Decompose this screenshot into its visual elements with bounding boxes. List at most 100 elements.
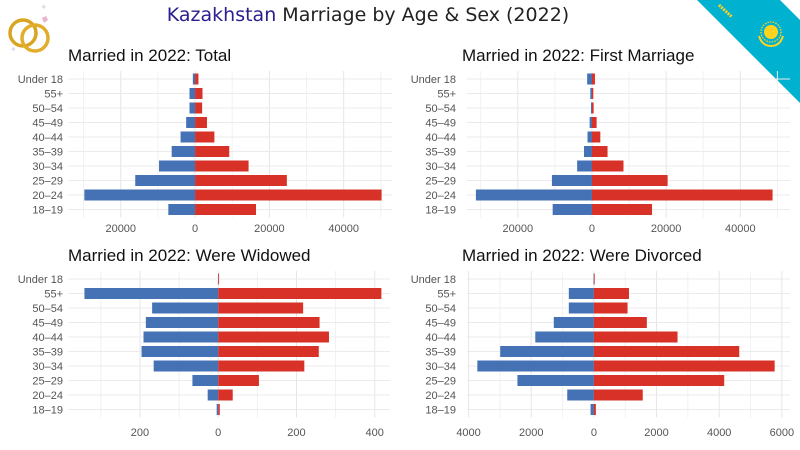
- category-label: 45–49: [425, 118, 456, 130]
- bar-left: [189, 102, 196, 114]
- bar-left: [535, 331, 594, 343]
- bar-left: [135, 175, 196, 186]
- bar-right: [591, 146, 608, 157]
- bar-left: [568, 302, 594, 314]
- category-label: 40–44: [425, 332, 456, 344]
- category-label: Under 18: [18, 274, 63, 286]
- bar-left: [553, 317, 594, 328]
- category-label: 35–39: [32, 147, 63, 159]
- bar-left: [186, 117, 196, 128]
- category-label: 50–54: [425, 103, 456, 115]
- bar-left: [577, 160, 592, 172]
- bar-left: [168, 204, 196, 215]
- bar-left: [171, 146, 196, 157]
- bar-right: [593, 331, 678, 343]
- x-tick-label: 200: [131, 427, 149, 439]
- bar-left: [587, 73, 592, 85]
- bar-left: [477, 360, 594, 372]
- bar-left: [189, 88, 196, 99]
- x-tick-label: 0: [215, 427, 221, 439]
- bar-right: [593, 288, 629, 299]
- x-tick-label: 2000: [519, 427, 543, 439]
- bar-right: [591, 88, 594, 99]
- category-label: 55+: [437, 289, 456, 301]
- svg-text:✦: ✦: [40, 2, 48, 12]
- wedding-rings-icon: ✦ ✦: [8, 2, 50, 54]
- bar-left: [84, 288, 219, 299]
- category-label: Under 18: [411, 274, 456, 286]
- bar-right: [593, 273, 595, 285]
- x-tick-label: 0: [589, 223, 595, 235]
- x-tick-label: 20000: [105, 223, 136, 235]
- bar-right: [218, 346, 319, 357]
- bar-left: [589, 117, 592, 128]
- bar-right: [593, 346, 740, 357]
- bar-right: [218, 288, 382, 299]
- category-label: 25–29: [425, 176, 456, 188]
- bar-left: [159, 160, 196, 172]
- x-tick-label: 40000: [328, 223, 359, 235]
- category-label: 30–34: [32, 161, 63, 173]
- x-tick-label: 4000: [707, 427, 731, 439]
- bar-right: [591, 204, 653, 215]
- bar-right: [218, 331, 329, 343]
- x-tick-label: 6000: [770, 427, 794, 439]
- bar-left: [567, 389, 594, 401]
- category-label: 50–54: [32, 303, 63, 315]
- bar-right: [195, 73, 199, 85]
- category-label: 20–24: [425, 190, 456, 202]
- category-label: 55+: [44, 89, 63, 101]
- bar-right: [591, 175, 668, 186]
- bar-left: [145, 317, 219, 328]
- bar-right: [218, 404, 220, 415]
- bar-left: [143, 331, 219, 343]
- category-label: 18–19: [425, 405, 456, 417]
- bar-right: [591, 131, 601, 143]
- bar-left: [192, 375, 219, 386]
- bar-left: [153, 360, 219, 372]
- chart-panel-2: Married in 2022: First Marriage Under 18 5…: [411, 46, 790, 235]
- bar-left: [180, 131, 196, 143]
- bar-left: [475, 189, 592, 201]
- category-label: Under 18: [411, 74, 456, 86]
- bar-right: [593, 360, 775, 372]
- bar-right: [195, 117, 207, 128]
- x-tick-label: 2000: [644, 427, 668, 439]
- category-label: 18–19: [32, 405, 63, 417]
- x-tick-label: 20000: [503, 223, 534, 235]
- category-label: 25–29: [32, 376, 63, 388]
- bar-right: [591, 73, 595, 85]
- bar-left: [500, 346, 594, 357]
- bar-right: [591, 117, 597, 128]
- bar-right: [218, 389, 233, 401]
- category-label: Under 18: [18, 74, 63, 86]
- x-tick-label: 200: [287, 427, 305, 439]
- category-label: 18–19: [425, 205, 456, 217]
- bar-right: [195, 146, 230, 157]
- chart-panel-4: Married in 2022: Were Divorced Under 18 55…: [411, 246, 794, 439]
- panel-title: Married in 2022: Were Divorced: [462, 246, 702, 265]
- x-tick-label: 20000: [651, 223, 682, 235]
- bar-right: [593, 317, 647, 328]
- bar-right: [218, 273, 220, 285]
- category-label: 40–44: [32, 332, 63, 344]
- kazakhstan-flag-ribbon: [697, 0, 800, 103]
- category-label: 35–39: [425, 147, 456, 159]
- x-tick-label: 4000: [456, 427, 480, 439]
- bar-right: [591, 160, 624, 172]
- bar-left: [192, 73, 196, 85]
- bar-right: [195, 189, 382, 201]
- bar-right: [195, 175, 287, 186]
- category-label: 25–29: [32, 176, 63, 188]
- category-label: 30–34: [32, 361, 63, 373]
- bar-right: [218, 317, 320, 328]
- bar-right: [593, 389, 643, 401]
- x-tick-label: 0: [591, 427, 597, 439]
- svg-text:✦: ✦: [10, 45, 17, 54]
- bar-left: [216, 404, 219, 415]
- bar-left: [590, 102, 592, 114]
- bar-left: [84, 189, 196, 201]
- bar-right: [195, 88, 203, 99]
- x-tick-label: 20000: [254, 223, 285, 235]
